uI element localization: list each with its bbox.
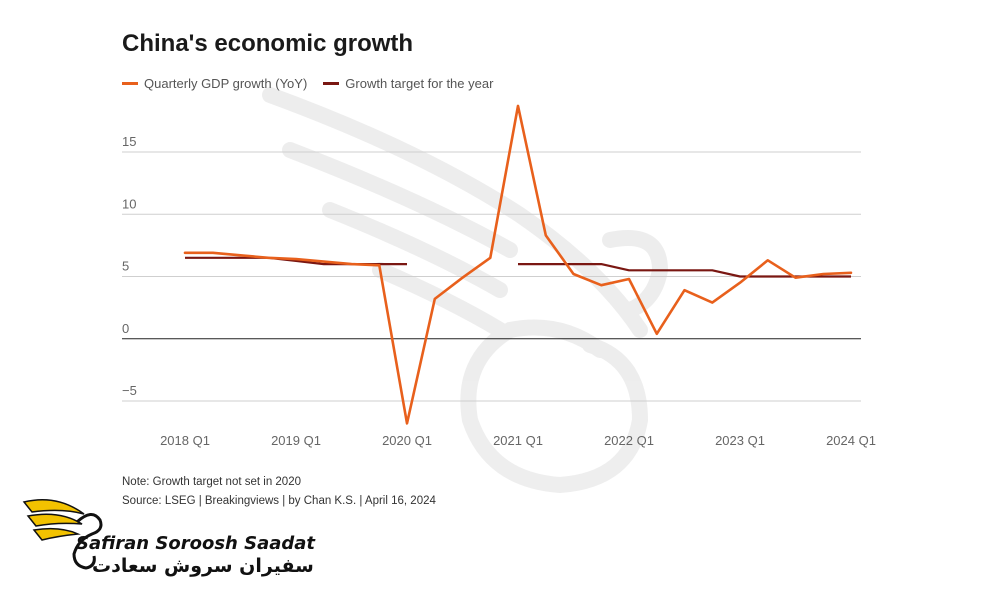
wing-icon xyxy=(22,499,85,541)
target-line xyxy=(518,263,851,278)
x-tick-label: 2022 Q1 xyxy=(604,433,654,448)
y-tick-label: 5 xyxy=(122,259,129,274)
chart-title: China's economic growth xyxy=(122,30,414,57)
x-tick-label: 2020 Q1 xyxy=(382,433,432,448)
chart-notes: Note: Growth target not set in 2020 Sour… xyxy=(122,473,436,511)
source-text: Source: LSEG | Breakingviews | by Chan K… xyxy=(122,495,436,507)
legend: Quarterly GDP growth (YoY) Growth target… xyxy=(122,76,509,91)
legend-item-target: Growth target for the year xyxy=(323,76,493,91)
x-tick-label: 2021 Q1 xyxy=(493,433,543,448)
y-tick-label: 15 xyxy=(122,134,136,149)
legend-item-gdp: Quarterly GDP growth (YoY) xyxy=(122,76,307,91)
note-text: Note: Growth target not set in 2020 xyxy=(122,476,301,488)
brand-name-en: Safiran Soroosh Saadat xyxy=(76,533,316,554)
brand-logo xyxy=(22,499,103,570)
brand-name-fa: سفیران سروش سعادت xyxy=(92,555,314,577)
x-tick-label: 2019 Q1 xyxy=(271,433,321,448)
legend-swatch-gdp xyxy=(122,82,138,85)
y-tick-label: 0 xyxy=(122,321,129,336)
y-tick-label: −5 xyxy=(122,383,137,398)
legend-label-target: Growth target for the year xyxy=(345,76,494,91)
y-tick-label: 10 xyxy=(122,196,136,211)
legend-label-gdp: Quarterly GDP growth (YoY) xyxy=(144,76,308,91)
x-tick-label: 2024 Q1 xyxy=(826,433,876,448)
legend-swatch-target xyxy=(323,82,340,85)
x-tick-label: 2018 Q1 xyxy=(160,433,210,448)
x-tick-label: 2023 Q1 xyxy=(715,433,765,448)
